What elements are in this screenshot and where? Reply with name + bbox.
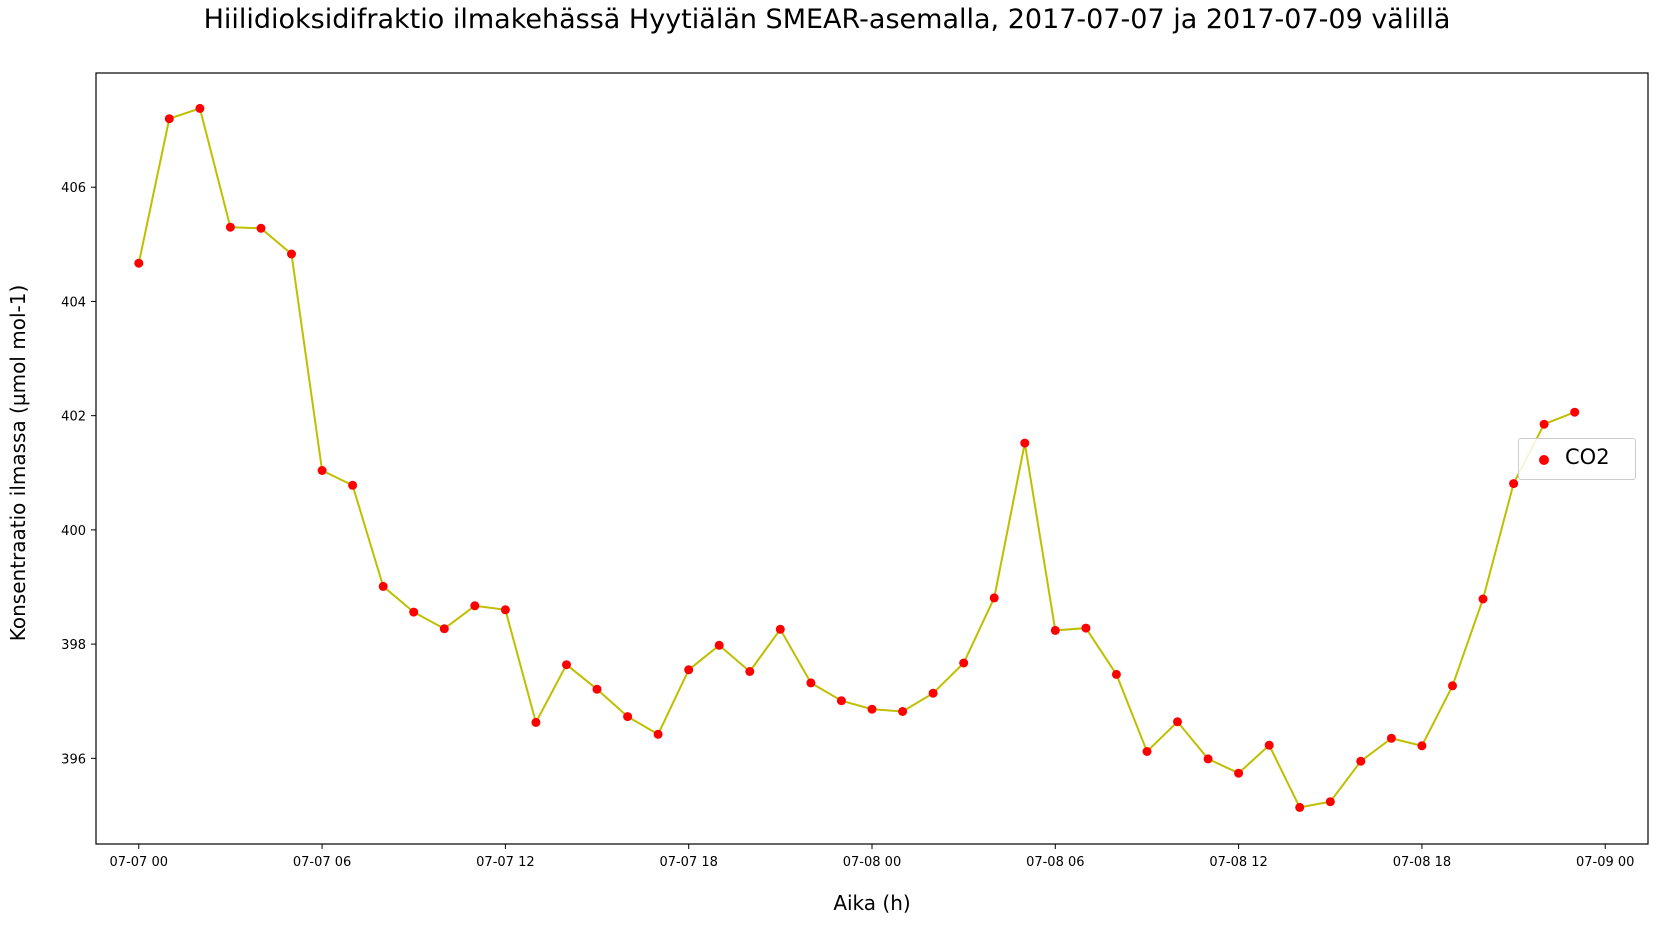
co2-data-point: [225, 222, 235, 232]
y-axis-ticks: 396 398 400 402 404 406: [61, 181, 96, 767]
co2-data-point: [1325, 797, 1335, 807]
x-tick-label: 07-08 06: [1026, 855, 1084, 870]
legend-label-co2: CO2: [1565, 445, 1610, 469]
co2-data-point: [562, 660, 571, 670]
co2-data-point: [1142, 747, 1152, 756]
co2-data-point: [439, 624, 449, 634]
x-tick-label: 07-07 18: [659, 855, 717, 870]
co2-data-point: [745, 667, 755, 676]
co2-data-point: [409, 607, 419, 617]
x-axis-label: Aika (h): [833, 891, 911, 915]
x-tick-label: 07-09 00: [1576, 855, 1634, 870]
co2-series-line: [137, 107, 1576, 809]
co2-data-point: [256, 223, 266, 233]
co2-data-point: [1050, 625, 1060, 635]
co2-data-point: [1417, 741, 1427, 751]
x-tick-label: 07-08 12: [1209, 855, 1267, 870]
co2-data-point: [684, 665, 694, 675]
co2-data-point: [1081, 623, 1091, 633]
co2-data-point: [1295, 802, 1305, 812]
plot-area: [95, 72, 1649, 845]
x-tick-label: 07-07 00: [110, 855, 168, 870]
co2-data-point: [653, 729, 663, 739]
co2-data-point: [1386, 733, 1396, 743]
y-tick-label: 400: [61, 524, 86, 539]
legend-marker-co2: [1539, 455, 1549, 465]
co2-data-point: [623, 712, 633, 722]
x-tick-label: 07-08 00: [843, 855, 901, 870]
y-tick-label: 402: [61, 410, 86, 425]
co2-data-point: [287, 249, 296, 259]
co2-data-point: [1173, 717, 1182, 727]
y-tick-label: 396: [61, 752, 86, 767]
y-tick-label: 406: [61, 181, 86, 196]
co2-data-point: [714, 640, 724, 650]
co2-data-point: [989, 593, 999, 603]
y-tick-label: 398: [61, 638, 86, 653]
co2-data-point: [500, 605, 510, 615]
co2-data-point: [1264, 740, 1274, 750]
co2-data-point: [898, 707, 908, 716]
co2-data-point: [775, 624, 785, 634]
co2-data-point: [1356, 756, 1366, 766]
co2-data-point: [1020, 438, 1030, 448]
co2-data-point: [1203, 754, 1213, 764]
x-axis-ticks: 07-07 00 07-07 06 07-07 12 07-07 18 07-08 00…: [110, 844, 1634, 870]
co2-data-point: [1234, 768, 1244, 778]
co2-data-point: [348, 480, 358, 490]
legend: CO2: [1518, 438, 1636, 480]
co2-data-point: [164, 114, 174, 124]
co2-data-point: [592, 684, 602, 694]
co2-data-point: [470, 601, 480, 611]
co2-data-point: [1111, 669, 1121, 679]
co2-data-point: [836, 696, 846, 706]
x-tick-label: 07-07 12: [476, 855, 534, 870]
co2-data-point: [959, 658, 969, 668]
co2-data-point: [531, 717, 541, 727]
co2-data-point: [1539, 419, 1549, 429]
co2-data-point: [317, 466, 327, 475]
co2-series-points: [134, 103, 1580, 812]
co2-data-point: [1509, 479, 1519, 489]
co2-data-point: [1448, 681, 1457, 691]
co2-data-point: [378, 581, 388, 591]
co2-data-point: [134, 258, 144, 268]
co2-data-point: [867, 704, 877, 714]
co2-data-point: [806, 678, 816, 688]
co2-data-point: [1570, 407, 1580, 417]
chart-title: Hiilidioksidifraktio ilmakehässä Hyytiäl…: [203, 4, 1451, 35]
co2-data-point: [928, 688, 938, 698]
x-tick-label: 07-07 06: [293, 855, 351, 870]
co2-data-point: [195, 103, 205, 113]
x-tick-label: 07-08 18: [1393, 855, 1451, 870]
y-tick-label: 404: [61, 295, 86, 310]
co2-data-point: [1478, 594, 1488, 604]
